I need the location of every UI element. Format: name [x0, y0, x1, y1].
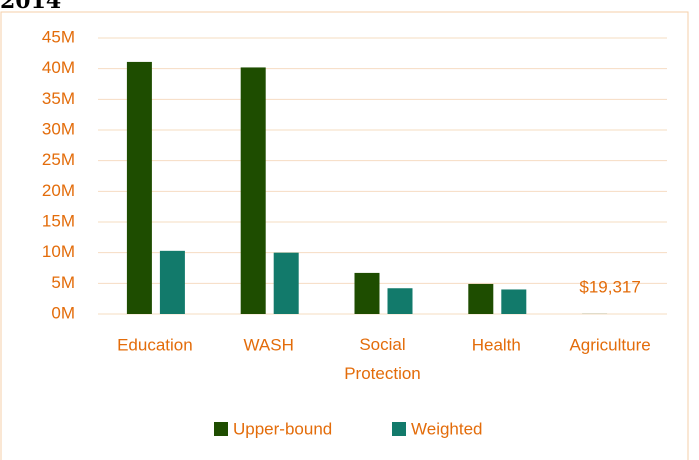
bar: [240, 67, 266, 314]
x-tick-label: Social Protection: [344, 335, 421, 383]
y-tick-label: 15M: [42, 211, 75, 230]
data-label: $19,317: [579, 277, 640, 296]
y-tick-label: 35M: [42, 89, 75, 108]
y-tick-label: 5M: [51, 273, 75, 292]
legend-swatch: [214, 422, 228, 436]
x-tick-label: Health: [472, 335, 521, 354]
bar: [126, 61, 152, 314]
bar: [273, 252, 299, 314]
bar: [354, 272, 380, 314]
bar: [387, 288, 413, 314]
bar: [501, 289, 527, 314]
x-tick-label: Agriculture: [569, 335, 650, 354]
y-tick-label: 10M: [42, 242, 75, 261]
y-tick-label: 25M: [42, 150, 75, 169]
y-tick-label: 30M: [42, 119, 75, 138]
x-tick-label: Education: [117, 335, 193, 354]
y-tick-label: 20M: [42, 181, 75, 200]
x-tick-label: WASH: [244, 335, 294, 354]
bar: [468, 283, 494, 314]
legend-swatch: [392, 422, 406, 436]
chart-title: 2014: [0, 0, 61, 14]
bar: [159, 250, 185, 314]
y-tick-label: 45M: [42, 27, 75, 46]
y-tick-label: 0M: [51, 303, 75, 322]
legend-label: Weighted: [411, 419, 483, 438]
chart-border: [0, 11, 689, 460]
legend-label: Upper-bound: [233, 419, 332, 438]
y-tick-label: 40M: [42, 58, 75, 77]
